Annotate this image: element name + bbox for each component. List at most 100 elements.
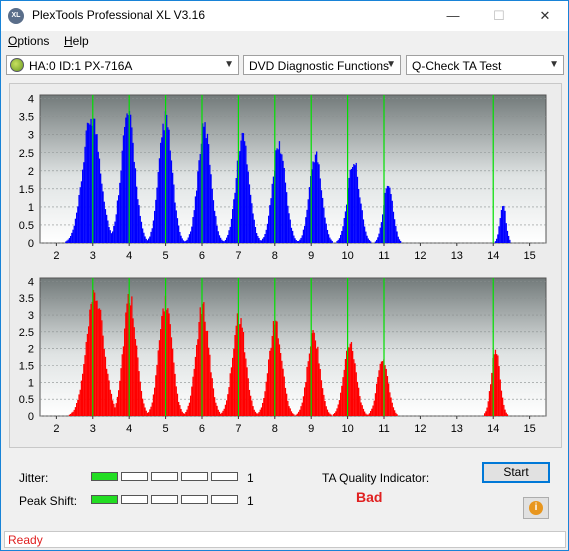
- data-bar: [82, 373, 84, 416]
- data-bar: [121, 150, 123, 243]
- data-bar: [354, 363, 356, 416]
- data-bar: [250, 194, 252, 243]
- data-bar: [241, 132, 243, 243]
- data-bar: [366, 414, 368, 416]
- data-bar: [163, 130, 165, 243]
- data-bar: [299, 409, 301, 416]
- data-bar: [277, 149, 279, 243]
- data-bar: [89, 309, 91, 416]
- data-bar: [234, 192, 236, 243]
- data-bar: [74, 407, 77, 416]
- data-bar: [330, 414, 332, 416]
- data-bar: [230, 367, 233, 416]
- data-bar: [156, 364, 158, 416]
- data-bar: [290, 411, 293, 416]
- data-bar: [190, 395, 192, 416]
- data-bar: [277, 338, 279, 416]
- meter-cell: [91, 472, 118, 481]
- data-bar: [359, 197, 361, 243]
- menu-options-label: ptions: [17, 34, 50, 48]
- data-bar: [161, 137, 163, 243]
- data-bar: [301, 235, 303, 243]
- data-bar: [283, 376, 285, 416]
- data-bar: [251, 400, 253, 416]
- jitter-chart-bottom: 0 0.5 1 1.5 2 2.5 3 3.5 4 2 3 4 5 6 7 8 9 10 11 12 13 14 15: [19, 276, 547, 435]
- data-bar: [278, 344, 281, 416]
- data-bar: [312, 161, 314, 243]
- data-bar: [496, 238, 498, 243]
- data-bar: [384, 365, 386, 416]
- menu-options[interactable]: Options: [8, 34, 49, 48]
- data-bar: [371, 408, 373, 416]
- maximize-icon: ☐: [493, 8, 505, 23]
- data-bar: [281, 360, 283, 416]
- data-bar: [209, 354, 211, 416]
- data-bar: [229, 373, 231, 416]
- data-bar: [221, 239, 223, 243]
- menu-help[interactable]: Help: [64, 34, 89, 48]
- data-bar: [230, 218, 233, 243]
- data-bar: [498, 226, 500, 243]
- data-bar: [100, 173, 102, 243]
- data-bar: [140, 390, 143, 416]
- data-bar: [221, 412, 223, 416]
- data-bar: [493, 354, 495, 416]
- data-bar: [342, 377, 344, 416]
- ta-quality-label: TA Quality Indicator:: [322, 471, 430, 485]
- data-bar: [385, 368, 387, 416]
- data-bar: [329, 237, 331, 243]
- data-bar: [139, 215, 141, 243]
- test-select[interactable]: Q-Check TA Test ▼: [406, 55, 564, 75]
- data-bar: [192, 376, 194, 416]
- data-bar: [326, 229, 329, 243]
- data-bar: [302, 229, 305, 243]
- data-bar: [80, 181, 83, 243]
- data-bar: [259, 240, 261, 243]
- data-bar: [216, 405, 218, 416]
- data-bar: [84, 355, 86, 416]
- data-bar: [77, 400, 79, 416]
- data-bar: [110, 393, 113, 416]
- data-bar: [293, 235, 295, 243]
- data-bar: [78, 394, 80, 416]
- data-bar: [154, 387, 156, 416]
- data-bar: [181, 238, 183, 243]
- data-bar: [236, 313, 239, 416]
- info-button[interactable]: i: [523, 497, 549, 519]
- data-bar: [338, 238, 341, 243]
- data-bar: [386, 376, 389, 416]
- data-bar: [144, 407, 146, 416]
- data-bar: [359, 396, 361, 416]
- data-bar: [504, 409, 506, 416]
- function-select[interactable]: DVD Diagnostic Functions ▼: [243, 55, 401, 75]
- close-button[interactable]: ✕: [522, 1, 568, 31]
- start-button[interactable]: Start: [482, 462, 550, 483]
- data-bar: [382, 361, 384, 416]
- data-bar: [143, 232, 145, 243]
- data-bar: [179, 231, 181, 243]
- data-bar: [108, 380, 110, 416]
- data-bar: [205, 138, 207, 243]
- maximize-button[interactable]: ☐: [476, 1, 522, 31]
- data-bar: [88, 326, 90, 416]
- data-bar: [202, 123, 204, 243]
- drive-select[interactable]: HA:0 ID:1 PX-716A ▼: [6, 55, 239, 75]
- data-bar: [360, 203, 362, 243]
- data-bar: [494, 349, 497, 416]
- data-bar: [400, 240, 402, 243]
- data-bar: [252, 213, 254, 243]
- data-bar: [341, 385, 343, 416]
- data-bar: [169, 324, 171, 416]
- data-bar: [106, 214, 108, 243]
- data-bar: [328, 412, 330, 416]
- data-bar: [162, 308, 164, 416]
- y-tick-label: 0.5: [19, 394, 34, 406]
- x-tick-label: 4: [126, 423, 132, 435]
- minimize-button[interactable]: —: [430, 1, 476, 31]
- data-bar: [101, 183, 103, 243]
- drive-select-value: HA:0 ID:1 PX-716A: [29, 59, 133, 73]
- data-bar: [282, 368, 284, 416]
- data-bar: [114, 221, 116, 243]
- data-bar: [245, 358, 247, 416]
- data-bar: [502, 397, 504, 416]
